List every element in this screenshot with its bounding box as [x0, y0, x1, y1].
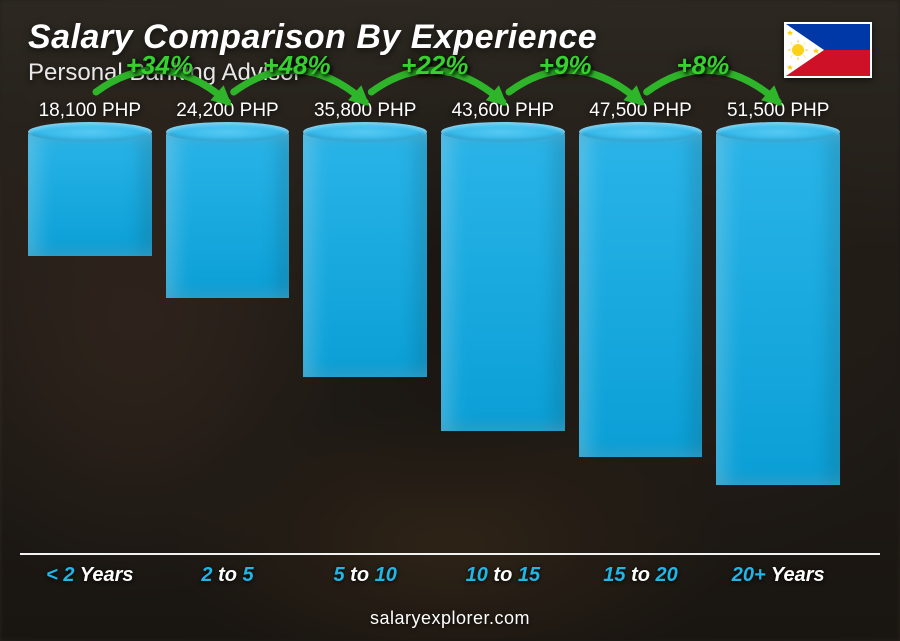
- x-axis-label: 2 to 5: [166, 564, 290, 587]
- bar: [166, 132, 290, 298]
- bar: [303, 132, 427, 377]
- footer-attribution: salaryexplorer.com: [0, 608, 900, 629]
- bar: [28, 132, 152, 256]
- page-title: Salary Comparison By Experience: [28, 18, 872, 57]
- x-labels-row: < 2 Years 2 to 5 5 to 10 10 to 15 15 to 20 20…: [28, 564, 840, 587]
- x-axis-baseline: [20, 553, 880, 555]
- bar-slot: 51,500 PHP: [716, 100, 840, 553]
- bar-top-ellipse: [303, 122, 427, 142]
- x-axis-label: 15 to 20: [579, 564, 703, 587]
- bar-value-label: 35,800 PHP: [314, 100, 416, 122]
- bar-slot: 18,100 PHP: [28, 100, 152, 553]
- bar-top-ellipse: [166, 122, 290, 142]
- flag-philippines-icon: [784, 22, 872, 78]
- bar-slot: 47,500 PHP: [579, 100, 703, 553]
- x-axis-label: < 2 Years: [28, 564, 152, 587]
- bar-slot: 43,600 PHP: [441, 100, 565, 553]
- bar-top-ellipse: [441, 122, 565, 142]
- bar: [716, 132, 840, 485]
- bar-top-ellipse: [716, 122, 840, 142]
- content-container: Salary Comparison By Experience Personal…: [0, 0, 900, 641]
- bar-slot: 24,200 PHP: [166, 100, 290, 553]
- chart-area: 18,100 PHP 24,200 PHP 35,800 PHP 43,600 PHP…: [28, 100, 840, 587]
- bar-top-ellipse: [579, 122, 703, 142]
- x-axis-label: 5 to 10: [303, 564, 427, 587]
- x-axis-label: 10 to 15: [441, 564, 565, 587]
- bar-slot: 35,800 PHP: [303, 100, 427, 553]
- bar: [579, 132, 703, 457]
- bar: [441, 132, 565, 431]
- bar-top-ellipse: [28, 122, 152, 142]
- bar-value-label: 43,600 PHP: [452, 100, 554, 122]
- bar-value-label: 47,500 PHP: [589, 100, 691, 122]
- bar-value-label: 18,100 PHP: [39, 100, 141, 122]
- x-axis-label: 20+ Years: [716, 564, 840, 587]
- page-subtitle: Personal Banking Advisor: [28, 59, 872, 87]
- bar-value-label: 24,200 PHP: [176, 100, 278, 122]
- bar-value-label: 51,500 PHP: [727, 100, 829, 122]
- bars-row: 18,100 PHP 24,200 PHP 35,800 PHP 43,600 PHP…: [28, 100, 840, 553]
